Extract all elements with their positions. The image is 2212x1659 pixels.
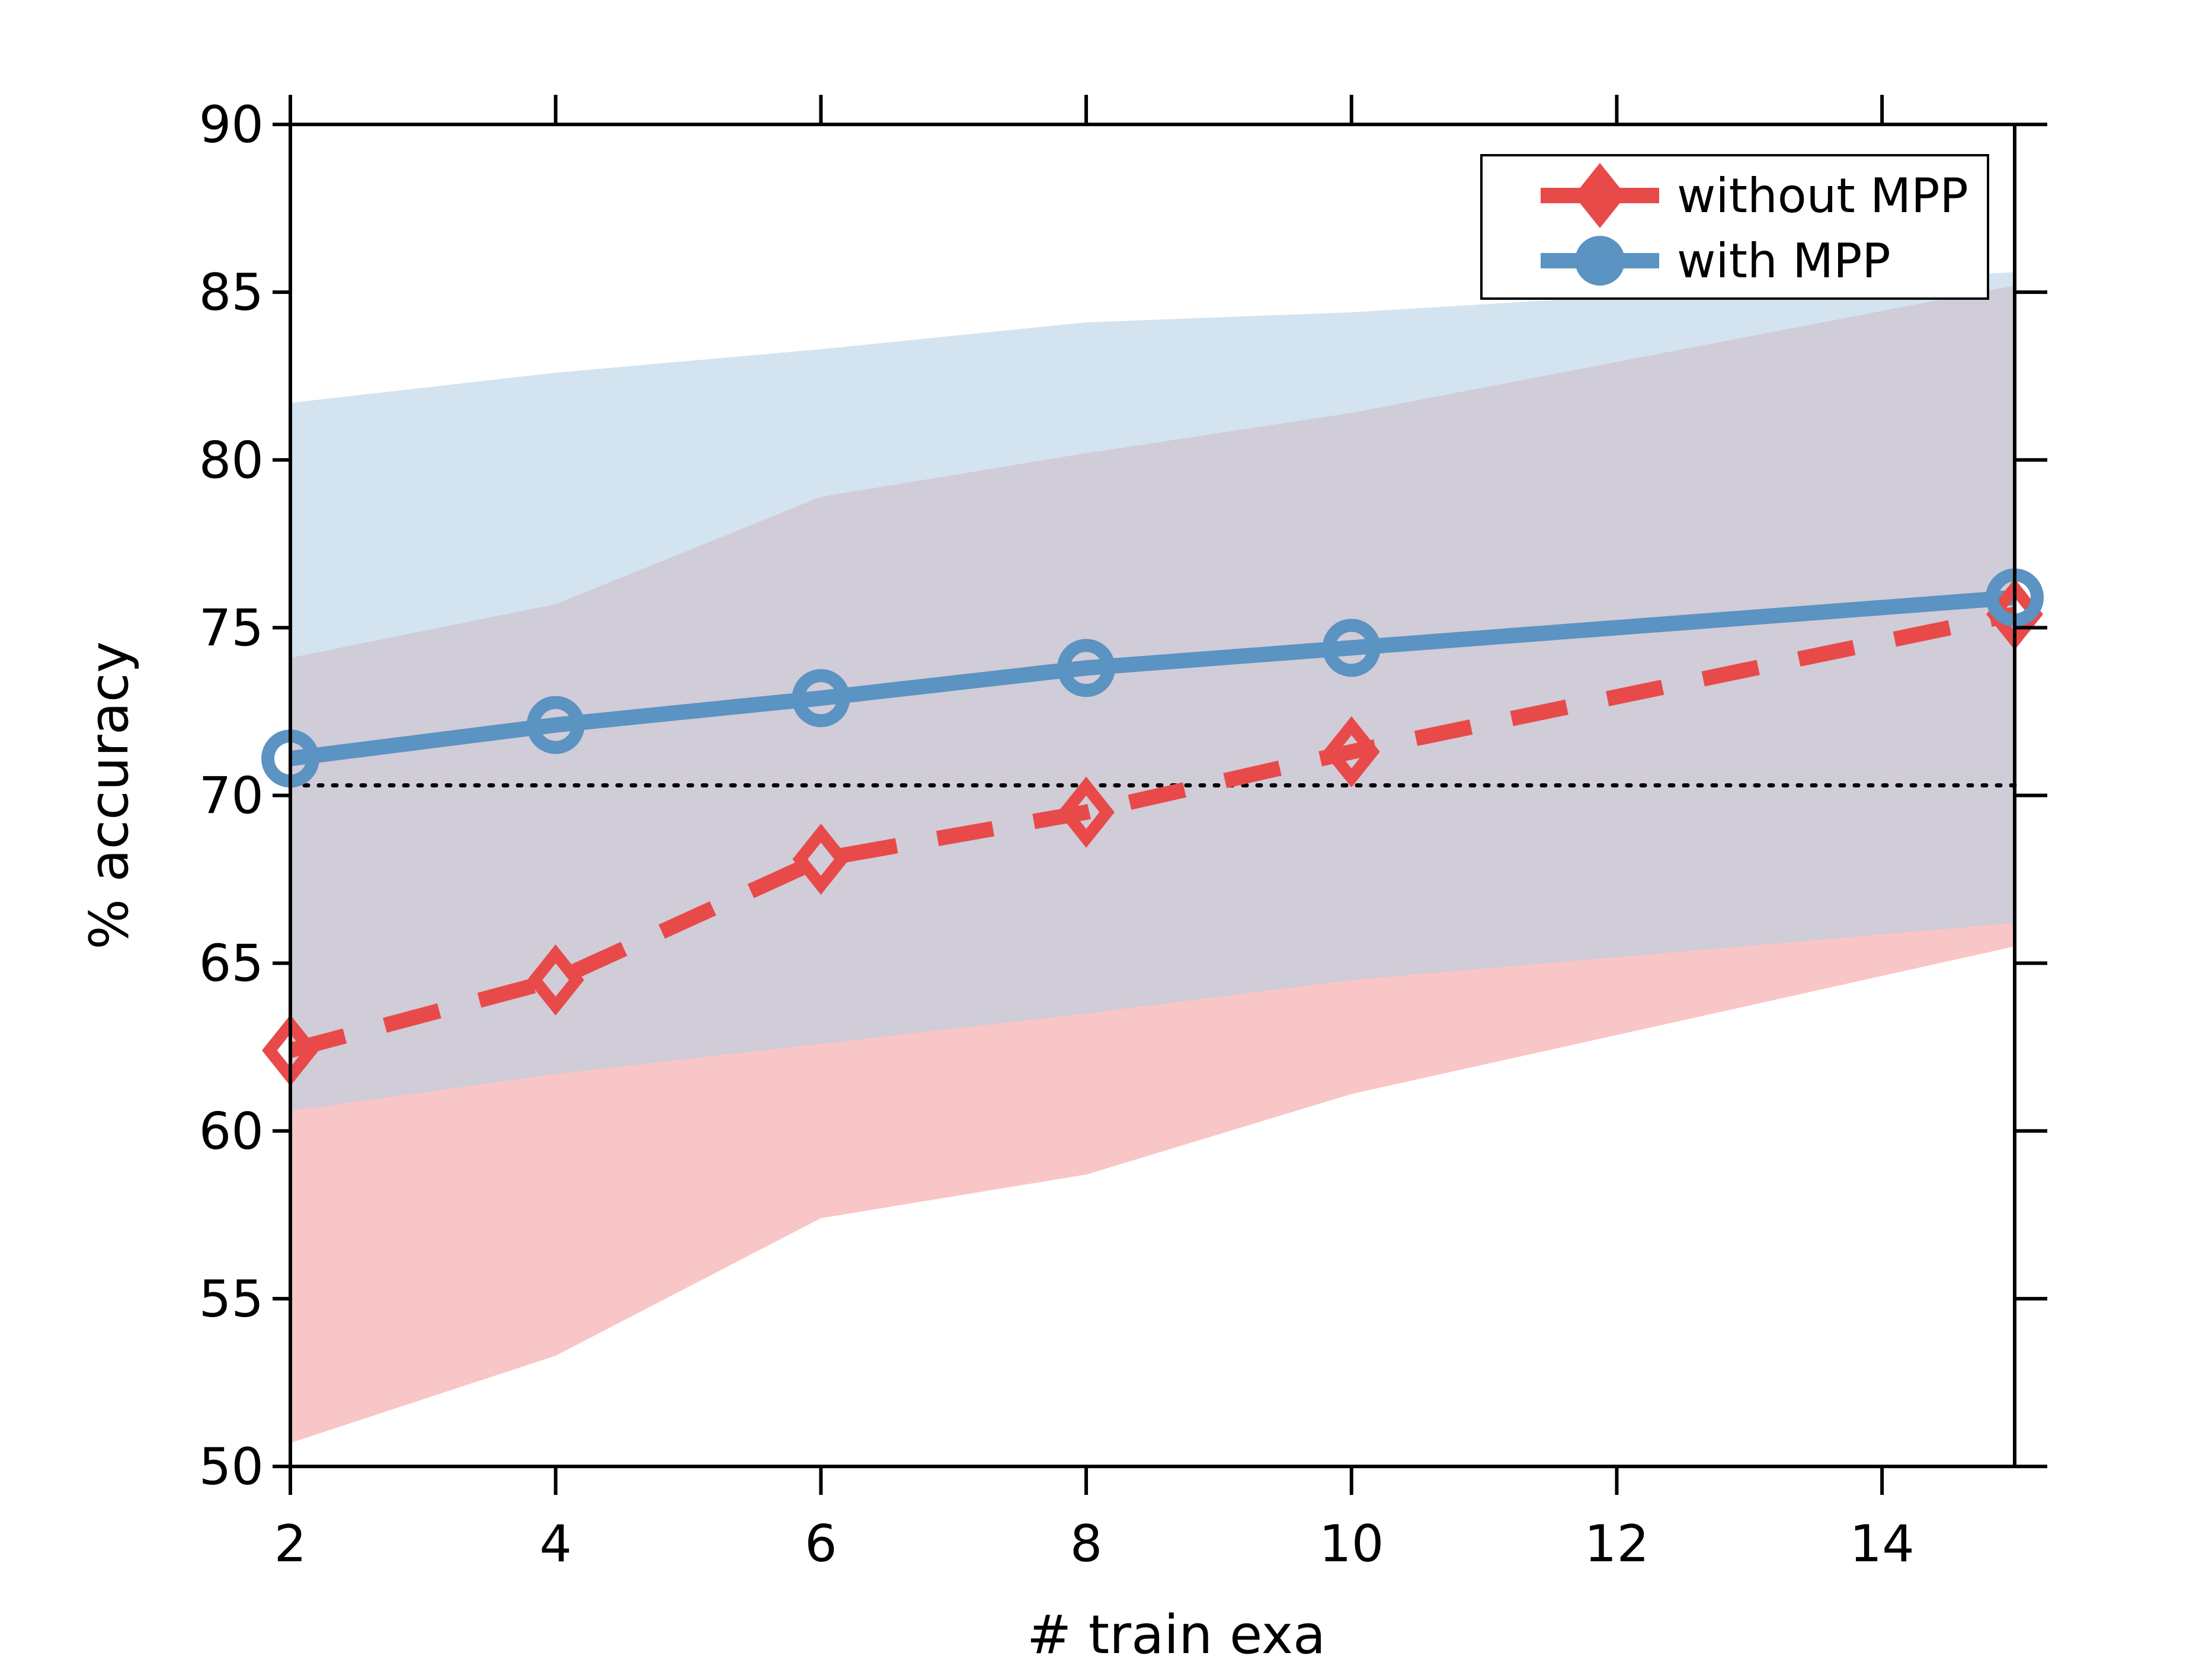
x-tick-label: 4 (539, 1514, 572, 1574)
y-axis-title: % accuracy (78, 641, 140, 949)
y-tick-label: 65 (199, 934, 264, 994)
marker-with-mpp (1057, 639, 1116, 697)
x-tick-label: 6 (805, 1514, 837, 1574)
marker-with-mpp (792, 669, 850, 728)
legend: without MPP with MPP (1480, 154, 1989, 300)
band-with-mpp (290, 272, 2015, 1111)
confidence-bands (290, 272, 2015, 1443)
x-axis-title: # train exa (1027, 1604, 1326, 1659)
y-tick-label: 75 (199, 598, 264, 658)
x-tick-label: 10 (1319, 1514, 1384, 1574)
x-tick-label: 12 (1584, 1514, 1649, 1574)
legend-label-with-mpp: with MPP (1677, 233, 1891, 289)
marker-without-mpp (792, 824, 850, 895)
marker-without-mpp (527, 944, 584, 1016)
legend-box (1480, 154, 1989, 300)
series-line-with-mpp (289, 590, 2015, 767)
x-tick-label: 8 (1070, 1514, 1103, 1574)
axis-ticks: 50 55 60 65 70 75 80 85 90 2 4 6 8 10 12 14 (199, 95, 2047, 1574)
marker-without-mpp (1058, 776, 1115, 848)
marker-without-mpp (1323, 716, 1380, 787)
y-tick-label: 85 (199, 263, 264, 322)
legend-marker-without-mpp (1574, 163, 1626, 228)
x-tick-label: 14 (1849, 1514, 1914, 1574)
y-tick-label: 90 (199, 95, 264, 155)
series-line-without-mpp (288, 606, 2016, 1058)
y-tick-label: 50 (199, 1437, 264, 1497)
y-tick-label: 80 (199, 431, 264, 490)
x-tick-label: 2 (274, 1514, 307, 1574)
y-tick-label: 55 (199, 1270, 264, 1329)
y-tick-label: 60 (199, 1102, 264, 1161)
legend-marker-with-mpp (1575, 236, 1625, 286)
series-lines (288, 590, 2016, 1058)
legend-label-without-mpp: without MPP (1677, 168, 1968, 223)
marker-with-mpp (526, 696, 585, 754)
marker-with-mpp (1322, 619, 1381, 677)
y-tick-label: 70 (199, 767, 264, 826)
